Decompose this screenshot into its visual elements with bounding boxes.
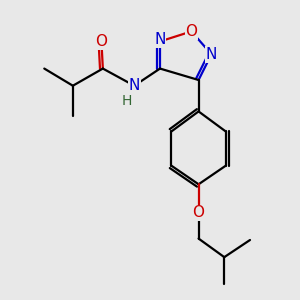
Text: N: N — [129, 78, 140, 93]
Text: H: H — [122, 94, 132, 108]
Text: O: O — [95, 34, 107, 49]
Text: N: N — [206, 47, 217, 62]
Text: O: O — [193, 206, 205, 220]
Text: N: N — [154, 32, 166, 47]
Text: O: O — [185, 24, 197, 39]
